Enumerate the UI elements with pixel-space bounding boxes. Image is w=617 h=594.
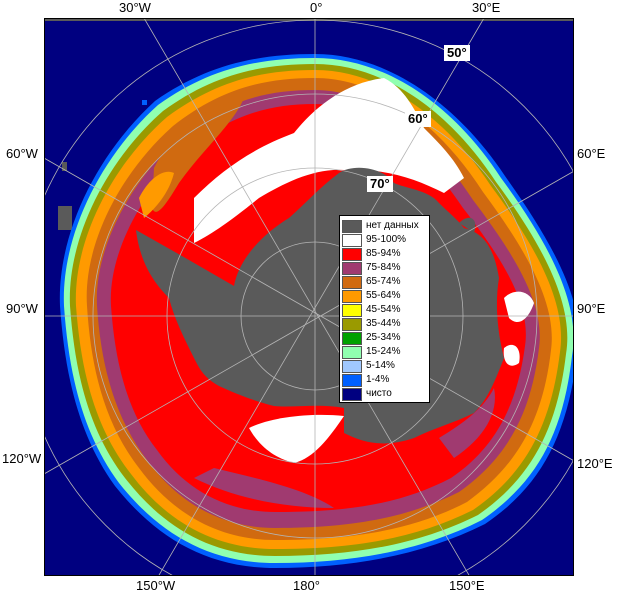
legend: нет данных 95-100% 85-94% 75-84% 65-74% 55-64…	[339, 215, 430, 403]
legend-swatch	[342, 276, 362, 289]
lon-label-60w: 60°W	[6, 146, 38, 161]
legend-label: 45-54%	[366, 304, 401, 315]
legend-label: 85-94%	[366, 248, 401, 259]
legend-item: 85-94%	[342, 247, 429, 261]
lat-label-70: 70°	[367, 176, 393, 192]
ice-patch	[194, 468, 334, 508]
graticule	[44, 18, 574, 576]
island	[62, 162, 67, 171]
ice-band-95-100	[249, 414, 344, 463]
legend-swatch	[342, 304, 362, 317]
legend-item: нет данных	[342, 219, 429, 233]
legend-label: 55-64%	[366, 290, 401, 301]
legend-label: нет данных	[366, 220, 419, 231]
map-frame	[44, 18, 574, 576]
lon-label-150w: 150°W	[136, 578, 176, 593]
ice-band-95-100	[503, 344, 520, 366]
legend-swatch	[342, 318, 362, 331]
legend-swatch	[342, 234, 362, 247]
legend-label: 95-100%	[366, 234, 407, 245]
legend-label: 1-4%	[366, 374, 390, 385]
meridian	[143, 18, 470, 576]
lon-label-60e: 60°E	[577, 146, 606, 161]
legend-swatch	[342, 360, 362, 373]
meridian	[44, 170, 574, 475]
lat-label-50: 50°	[444, 45, 470, 61]
no-data-strip	[44, 18, 574, 21]
legend-swatch	[342, 332, 362, 345]
lon-label-120w: 120°W	[2, 451, 42, 466]
ice-patch	[152, 98, 244, 212]
legend-item: 75-84%	[342, 261, 429, 275]
legend-item: 1-4%	[342, 373, 429, 387]
legend-item: 95-100%	[342, 233, 429, 247]
legend-swatch	[342, 346, 362, 359]
meridian	[44, 157, 574, 462]
ice-patch	[139, 171, 174, 218]
legend-swatch	[342, 220, 362, 233]
island	[58, 206, 72, 230]
antarctica-ridge	[459, 217, 476, 233]
legend-item: чисто	[342, 387, 429, 401]
legend-swatch	[342, 262, 362, 275]
legend-item: 55-64%	[342, 289, 429, 303]
sea-ice-map	[44, 18, 574, 576]
lon-label-90w: 90°W	[6, 301, 38, 316]
legend-item: 25-34%	[342, 331, 429, 345]
legend-swatch	[342, 248, 362, 261]
legend-item: 35-44%	[342, 317, 429, 331]
legend-label: 65-74%	[366, 276, 401, 287]
lon-label-0: 0°	[310, 0, 323, 15]
lon-label-90e: 90°E	[577, 301, 606, 316]
legend-label: чисто	[366, 388, 392, 399]
lon-label-30w: 30°W	[119, 0, 151, 15]
lon-label-30e: 30°E	[472, 0, 501, 15]
legend-item: 45-54%	[342, 303, 429, 317]
lon-label-150e: 150°E	[449, 578, 485, 593]
legend-item: 15-24%	[342, 345, 429, 359]
legend-label: 5-14%	[366, 360, 395, 371]
legend-item: 5-14%	[342, 359, 429, 373]
legend-label: 75-84%	[366, 262, 401, 273]
ice-band-95-100	[504, 291, 534, 323]
ice-band-95-100	[194, 78, 464, 243]
legend-label: 15-24%	[366, 346, 401, 357]
lon-label-180: 180°	[293, 578, 320, 593]
lat-label-60: 60°	[405, 111, 431, 127]
legend-item: 65-74%	[342, 275, 429, 289]
island	[142, 100, 147, 105]
ice-patch	[439, 388, 495, 458]
legend-swatch	[342, 374, 362, 387]
legend-label: 25-34%	[366, 332, 401, 343]
legend-swatch	[342, 290, 362, 303]
legend-swatch	[342, 388, 362, 401]
lon-label-120e: 120°E	[577, 456, 613, 471]
legend-label: 35-44%	[366, 318, 401, 329]
